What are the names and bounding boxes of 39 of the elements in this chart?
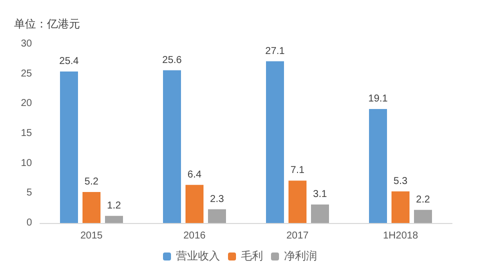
y-tick-label: 15 bbox=[20, 128, 32, 139]
data-label: 3.1 bbox=[313, 189, 328, 200]
bar bbox=[82, 192, 100, 223]
x-tick-label: 2017 bbox=[286, 230, 310, 242]
bar bbox=[186, 184, 204, 223]
data-label: 25.6 bbox=[162, 54, 182, 66]
bar bbox=[288, 180, 306, 223]
bar bbox=[266, 61, 284, 223]
data-label: 5.2 bbox=[84, 176, 99, 188]
bar bbox=[208, 209, 226, 223]
data-label: 7.1 bbox=[290, 165, 305, 176]
data-label: 1.2 bbox=[107, 200, 122, 212]
y-tick-label: 25 bbox=[20, 68, 32, 80]
data-label: 2.3 bbox=[210, 194, 224, 205]
bar bbox=[369, 109, 387, 223]
data-label: 25.4 bbox=[59, 56, 80, 67]
x-tick-label: 1H2018 bbox=[382, 230, 418, 242]
bar bbox=[392, 191, 410, 223]
bar bbox=[105, 216, 123, 223]
x-tick-label: 2016 bbox=[183, 230, 206, 242]
data-label: 5.3 bbox=[394, 176, 408, 187]
y-tick-label: 0 bbox=[26, 218, 32, 228]
data-label: 27.1 bbox=[265, 46, 286, 57]
legend-label: 毛利 bbox=[241, 250, 263, 262]
data-label: 19.1 bbox=[368, 94, 388, 105]
bar bbox=[60, 71, 78, 223]
legend-label: 净利润 bbox=[284, 250, 317, 262]
y-tick-label: 30 bbox=[20, 38, 32, 50]
legend-label: 营业收入 bbox=[176, 250, 220, 262]
y-axis-title: 单位：亿港元 bbox=[14, 18, 80, 30]
x-tick-label: 2015 bbox=[80, 230, 104, 242]
y-tick-label: 5 bbox=[26, 188, 32, 199]
bar bbox=[311, 204, 329, 223]
bar bbox=[163, 70, 181, 223]
data-label: 6.4 bbox=[188, 169, 202, 180]
bar bbox=[414, 210, 432, 223]
y-tick-label: 10 bbox=[20, 158, 32, 169]
data-label: 2.2 bbox=[416, 194, 430, 206]
y-tick-label: 20 bbox=[20, 98, 32, 110]
